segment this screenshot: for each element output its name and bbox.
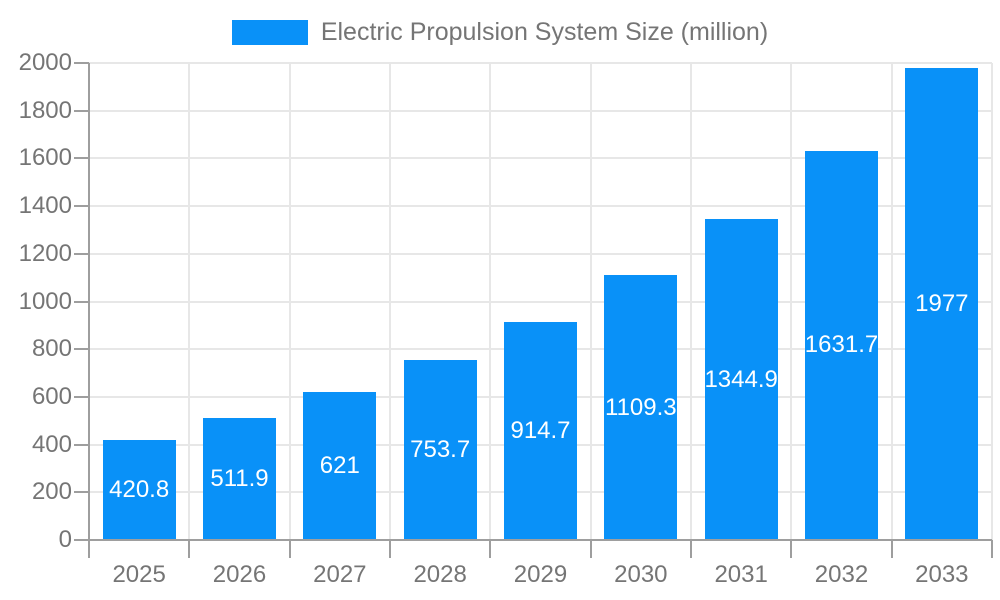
y-axis-label: 1000 (18, 287, 72, 315)
y-tick (74, 443, 89, 446)
bar-value-label: 1977 (915, 290, 969, 318)
y-axis-label: 200 (31, 478, 72, 506)
bar-value-label: 1344.9 (704, 365, 778, 393)
x-axis-label: 2028 (413, 561, 467, 588)
bar[interactable] (905, 68, 979, 540)
v-gridline (790, 63, 793, 540)
bar[interactable] (504, 321, 577, 540)
y-axis-line (88, 63, 90, 540)
y-tick (74, 109, 89, 112)
v-gridline (389, 63, 391, 540)
bar-value-label: 621 (319, 451, 360, 479)
y-axis-label: 1200 (18, 239, 72, 267)
v-gridline (288, 63, 291, 540)
x-axis-label: 2031 (714, 561, 768, 588)
h-gridline (89, 205, 992, 208)
h-gridline (89, 157, 992, 160)
h-gridline (89, 109, 992, 112)
x-tick (88, 540, 90, 558)
bar-value-label: 753.7 (410, 436, 471, 464)
bar-value-label: 1631.7 (804, 331, 879, 359)
legend[interactable]: Electric Propulsion System Size (million… (0, 20, 1000, 45)
bar[interactable] (303, 391, 377, 540)
x-tick (188, 540, 191, 558)
x-tick (489, 540, 492, 558)
y-tick (74, 62, 89, 64)
x-axis-label: 2032 (814, 561, 869, 588)
x-tick (690, 540, 692, 558)
bar[interactable] (604, 275, 678, 540)
x-tick (288, 540, 291, 558)
x-axis-label: 2029 (513, 561, 568, 588)
y-tick (74, 252, 89, 255)
y-tick (74, 395, 89, 398)
bar-value-label: 914.7 (510, 416, 571, 444)
y-axis-label: 1600 (18, 144, 72, 172)
y-tick (74, 491, 89, 494)
y-tick (74, 205, 89, 208)
v-gridline (890, 63, 893, 540)
bar-value-label: 511.9 (210, 464, 269, 492)
x-axis-label: 2030 (614, 561, 668, 588)
x-tick (790, 540, 793, 558)
bar[interactable] (704, 219, 778, 540)
y-tick (74, 539, 89, 541)
v-gridline (188, 63, 191, 540)
v-gridline (489, 63, 492, 540)
x-axis-label: 2033 (915, 561, 969, 588)
y-axis-label: 400 (31, 430, 72, 458)
bar[interactable] (805, 150, 878, 540)
bar[interactable] (403, 360, 477, 540)
x-tick (991, 540, 993, 558)
x-axis-label: 2025 (112, 561, 166, 588)
y-axis-label: 600 (31, 382, 72, 410)
x-axis-label: 2026 (212, 561, 267, 588)
x-tick (890, 540, 893, 558)
y-axis-label: 0 (58, 526, 72, 553)
v-gridline (991, 63, 993, 540)
bar[interactable] (102, 439, 176, 540)
v-gridline (690, 63, 692, 540)
y-tick (74, 300, 89, 303)
y-axis-label: 1800 (18, 96, 72, 124)
y-tick (74, 348, 89, 351)
y-axis-label: 1400 (18, 192, 72, 220)
bar[interactable] (203, 417, 276, 540)
y-axis-label: 800 (31, 335, 72, 363)
x-axis-line (89, 539, 992, 541)
x-tick (389, 540, 391, 558)
x-tick (589, 540, 592, 558)
bar-value-label: 1109.3 (605, 393, 677, 421)
y-tick (74, 157, 89, 160)
bar-value-label: 420.8 (109, 475, 170, 503)
y-axis-label: 2000 (18, 49, 72, 76)
legend-label: Electric Propulsion System Size (million… (320, 18, 769, 46)
h-gridline (89, 300, 992, 303)
h-gridline (89, 62, 992, 64)
v-gridline (589, 63, 592, 540)
x-axis-label: 2027 (313, 561, 367, 588)
legend-swatch (231, 20, 308, 45)
h-gridline (89, 252, 992, 255)
